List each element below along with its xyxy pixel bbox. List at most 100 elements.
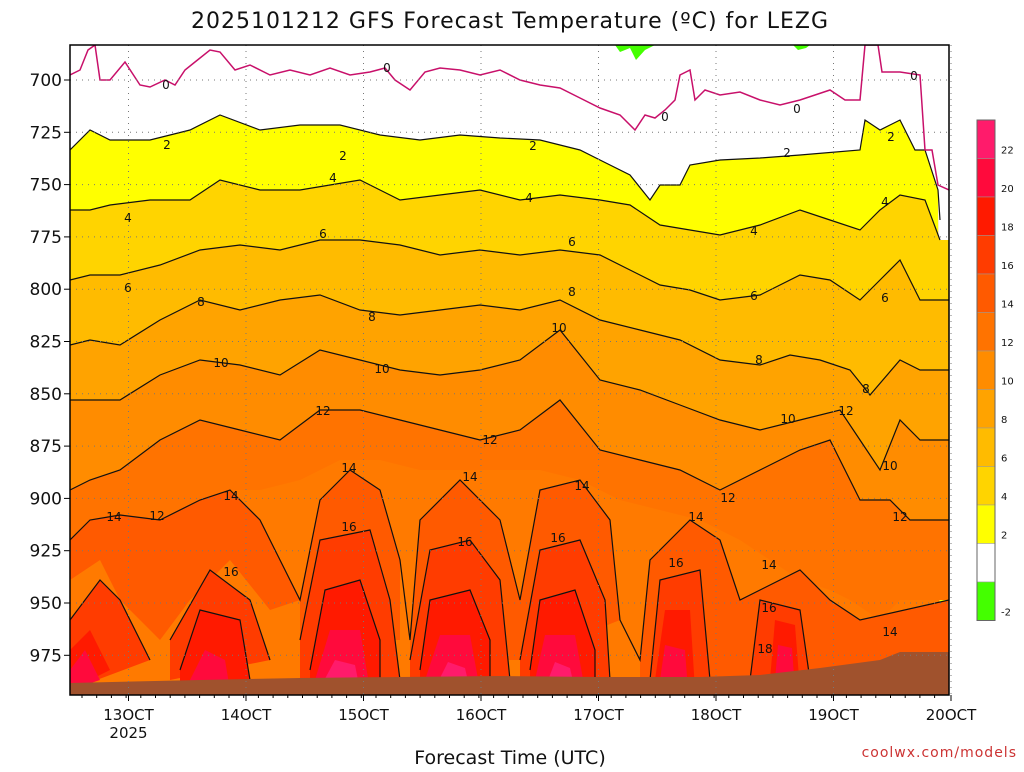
contour-label: 4 <box>124 211 132 225</box>
contour-label: 4 <box>881 195 889 209</box>
y-tick-label: 950 <box>30 594 62 614</box>
y-tick-label: 900 <box>30 489 62 509</box>
warm-lobes <box>70 470 949 695</box>
colorbar-swatch <box>976 504 996 544</box>
colorbar-label: -2 <box>1001 607 1011 618</box>
x-tick-label: 17OCT <box>573 706 624 724</box>
band-4 <box>70 180 949 300</box>
x-tick-label: 20OCT <box>926 706 977 724</box>
contour-label: 8 <box>862 382 870 396</box>
y-tick-label: 850 <box>30 385 62 405</box>
contour-label: 16 <box>341 520 356 534</box>
colorbar-swatch <box>976 389 996 429</box>
y-tick-label: 925 <box>30 542 62 562</box>
x-tick-label: 19OCT <box>808 706 859 724</box>
colorbar-label: 8 <box>1001 415 1007 426</box>
colorbar-swatch <box>976 158 996 198</box>
colorbar-swatch <box>976 350 996 390</box>
contour-label: 2 <box>339 149 347 163</box>
contour-label: 16 <box>668 556 683 570</box>
contour-label: 12 <box>315 404 330 418</box>
contour-label: 4 <box>329 171 337 185</box>
contour-label: 14 <box>106 510 121 524</box>
contour-label: 0 <box>383 61 391 75</box>
colorbar-frame <box>976 119 996 621</box>
y-tick-label: 825 <box>30 333 62 353</box>
band-white <box>70 45 949 695</box>
contour-label: 16 <box>550 531 565 545</box>
contour-lines <box>70 114 949 690</box>
contour-label: 16 <box>761 601 776 615</box>
contour-label: 14 <box>761 558 776 572</box>
colorbar-swatch <box>976 427 996 467</box>
y-tick-label: 775 <box>30 228 62 248</box>
colorbar-swatch <box>976 196 996 236</box>
terrain <box>70 652 949 695</box>
contour-label: 14 <box>688 510 703 524</box>
contour-label: 8 <box>568 285 576 299</box>
x-tick-label: 18OCT <box>691 706 742 724</box>
band-8 <box>70 295 949 470</box>
contour-label: 2 <box>163 138 171 152</box>
y-tick-label: 750 <box>30 176 62 196</box>
contour-field <box>70 45 949 695</box>
contour-label: 10 <box>780 412 795 426</box>
grid <box>70 45 952 695</box>
green-patch <box>615 45 655 60</box>
contour-label: 6 <box>124 281 132 295</box>
colorbar-label: 4 <box>1001 492 1007 503</box>
contour-label: 14 <box>882 625 897 639</box>
contour-label: 12 <box>720 491 735 505</box>
contour-label: 14 <box>574 479 589 493</box>
y-tick-label: 975 <box>30 646 62 666</box>
colorbar-swatch <box>976 119 996 159</box>
contour-label: 12 <box>149 509 164 523</box>
contour-label: 2 <box>529 139 537 153</box>
colorbar-label: 20 <box>1001 184 1014 195</box>
band-6 <box>70 240 949 395</box>
contour-label: 10 <box>374 362 389 376</box>
contour-label: 12 <box>892 510 907 524</box>
contour-label: 2 <box>887 130 895 144</box>
x-tick-label: 14OCT <box>221 706 272 724</box>
colorbar-swatch <box>976 466 996 506</box>
band-10 <box>70 330 949 520</box>
contour-label: 6 <box>568 235 576 249</box>
y-tick-label: 800 <box>30 280 62 300</box>
colorbar-label: 16 <box>1001 261 1014 272</box>
chart-title: 2025101212 GFS Forecast Temperature (ºC)… <box>191 9 829 34</box>
contour-label: 6 <box>319 227 327 241</box>
contour-label: 8 <box>368 310 376 324</box>
x-tick-label: 16OCT <box>456 706 507 724</box>
colorbar-label: 12 <box>1001 338 1014 349</box>
contour-label: 0 <box>793 102 801 116</box>
y-tick-label: 875 <box>30 437 62 457</box>
green-patch <box>793 45 810 50</box>
contour-label: 12 <box>838 404 853 418</box>
contour-label: 4 <box>750 224 758 238</box>
plot-frame <box>69 44 950 696</box>
contour-label: 10 <box>882 459 897 473</box>
colorbar: 22 20 18 16 14 12 10 8 6 4 2 -2 <box>976 119 1014 621</box>
colorbar-swatch <box>976 543 996 583</box>
colorbar-label: 22 <box>1001 145 1014 156</box>
colorbar-swatch <box>976 273 996 313</box>
colorbar-label: 14 <box>1001 299 1014 310</box>
colorbar-label: 10 <box>1001 376 1014 387</box>
colorbar-swatch <box>976 581 996 621</box>
contour-label: 6 <box>881 291 889 305</box>
contour-label: 0 <box>162 78 170 92</box>
contour-label: 0 <box>910 69 918 83</box>
contour-label: 4 <box>525 191 533 205</box>
x-tick-sublabel: 2025 <box>109 724 147 742</box>
contour-label: 8 <box>755 353 763 367</box>
contour-label: 14 <box>341 461 356 475</box>
y-axis: 700 725 750 775 800 825 850 875 900 925 950 975 <box>30 71 70 666</box>
colorbar-swatch <box>976 312 996 352</box>
band-yellow <box>70 115 949 695</box>
contour-label: 12 <box>482 433 497 447</box>
zero-isotherm <box>70 45 949 191</box>
contour-label: 16 <box>223 565 238 579</box>
contour-label: 18 <box>757 642 772 656</box>
